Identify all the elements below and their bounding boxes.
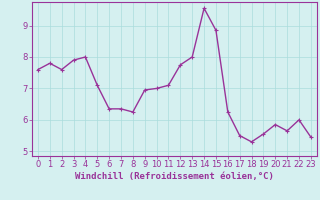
X-axis label: Windchill (Refroidissement éolien,°C): Windchill (Refroidissement éolien,°C) xyxy=(75,172,274,181)
